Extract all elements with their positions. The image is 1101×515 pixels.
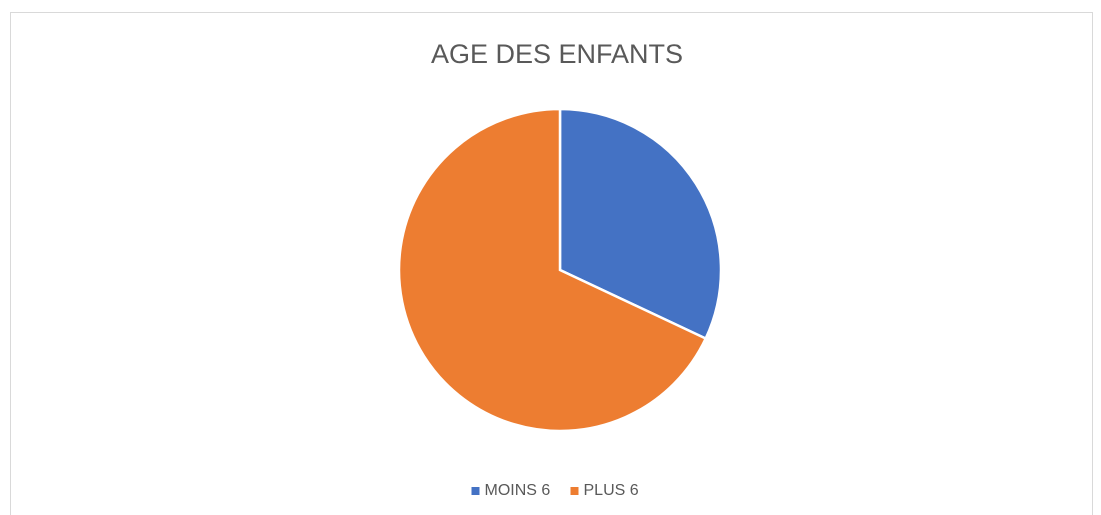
pie-slice	[558, 107, 723, 341]
legend-swatch	[471, 487, 480, 495]
pie-slice	[397, 107, 708, 433]
legend-label: PLUS 6	[584, 482, 639, 499]
chart-title: AGE DES ENFANTS	[431, 39, 683, 69]
legend-label: MOINS 6	[485, 482, 551, 499]
legend-swatch	[570, 487, 579, 495]
